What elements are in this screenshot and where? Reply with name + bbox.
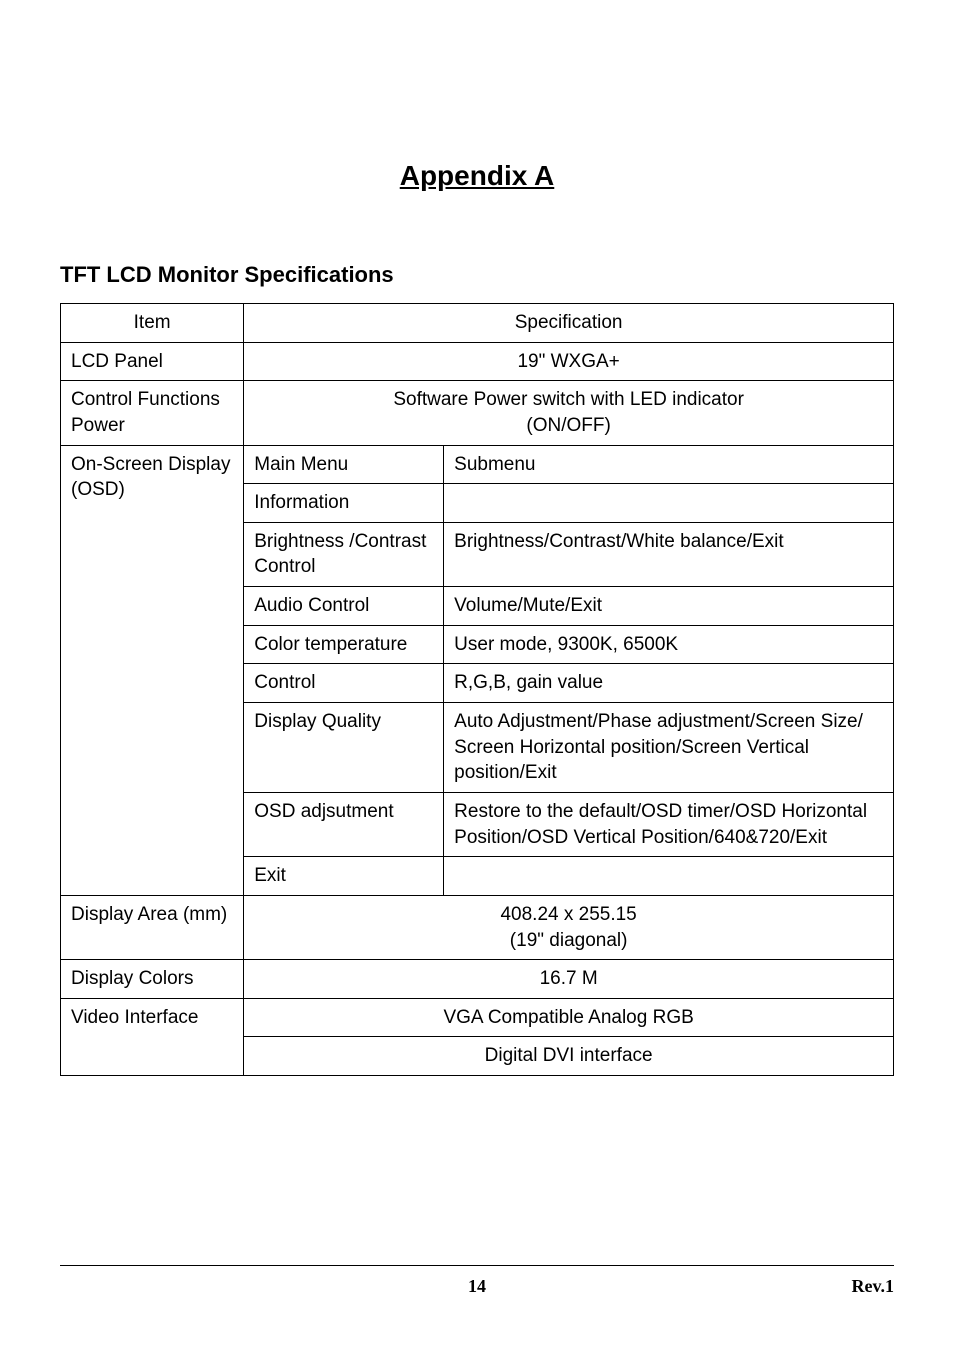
page-footer: 14 Rev.1: [60, 1265, 894, 1297]
table-row: Display Colors 16.7 M: [61, 960, 894, 999]
item-video-interface: Video Interface: [61, 998, 244, 1075]
table-header-row: Item Specification: [61, 304, 894, 343]
osd-sub: [444, 484, 894, 523]
section-title: TFT LCD Monitor Specifications: [60, 262, 894, 288]
osd-main: Exit: [244, 857, 444, 896]
spec-display-colors: 16.7 M: [244, 960, 894, 999]
item-display-colors: Display Colors: [61, 960, 244, 999]
osd-main: Brightness /Contrast Control: [244, 522, 444, 586]
osd-sub: [444, 857, 894, 896]
item-osd: On-Screen Display (OSD): [61, 445, 244, 895]
spec-text: (ON/OFF): [526, 415, 610, 436]
osd-sub: Restore to the default/OSD timer/OSD Hor…: [444, 792, 894, 856]
footer-revision: Rev.1: [852, 1276, 895, 1297]
osd-sub: Volume/Mute/Exit: [444, 587, 894, 626]
specifications-table: Item Specification LCD Panel 19" WXGA+ C…: [60, 303, 894, 1076]
osd-sub: Brightness/Contrast/White balance/Exit: [444, 522, 894, 586]
table-row: Video Interface VGA Compatible Analog RG…: [61, 998, 894, 1037]
spec-text: Software Power switch with LED indicator: [393, 389, 744, 410]
osd-sub: User mode, 9300K, 6500K: [444, 625, 894, 664]
spec-lcd-panel: 19" WXGA+: [244, 342, 894, 381]
spec-video-interface-1: VGA Compatible Analog RGB: [244, 998, 894, 1037]
osd-header-sub: Submenu: [444, 445, 894, 484]
spec-video-interface-2: Digital DVI interface: [244, 1037, 894, 1076]
osd-header-main: Main Menu: [244, 445, 444, 484]
header-item: Item: [61, 304, 244, 343]
osd-main: Audio Control: [244, 587, 444, 626]
table-row: LCD Panel 19" WXGA+: [61, 342, 894, 381]
table-row: Control Functions Power Software Power s…: [61, 381, 894, 445]
osd-main: Display Quality: [244, 703, 444, 793]
table-row: On-Screen Display (OSD) Main Menu Submen…: [61, 445, 894, 484]
header-spec: Specification: [244, 304, 894, 343]
osd-main: Information: [244, 484, 444, 523]
spec-control-functions: Software Power switch with LED indicator…: [244, 381, 894, 445]
spec-text: (19" diagonal): [510, 930, 628, 951]
table-row: Display Area (mm) 408.24 x 255.15 (19" d…: [61, 895, 894, 959]
item-lcd-panel: LCD Panel: [61, 342, 244, 381]
osd-main: OSD adjsutment: [244, 792, 444, 856]
page-title: Appendix A: [60, 160, 894, 192]
spec-text: 408.24 x 255.15: [500, 904, 636, 925]
osd-sub: Auto Adjustment/Phase adjustment/Screen …: [444, 703, 894, 793]
spec-display-area: 408.24 x 255.15 (19" diagonal): [244, 895, 894, 959]
osd-main: Color temperature: [244, 625, 444, 664]
osd-sub: R,G,B, gain value: [444, 664, 894, 703]
footer-page-number: 14: [468, 1276, 486, 1297]
osd-main: Control: [244, 664, 444, 703]
item-display-area: Display Area (mm): [61, 895, 244, 959]
item-control-functions: Control Functions Power: [61, 381, 244, 445]
